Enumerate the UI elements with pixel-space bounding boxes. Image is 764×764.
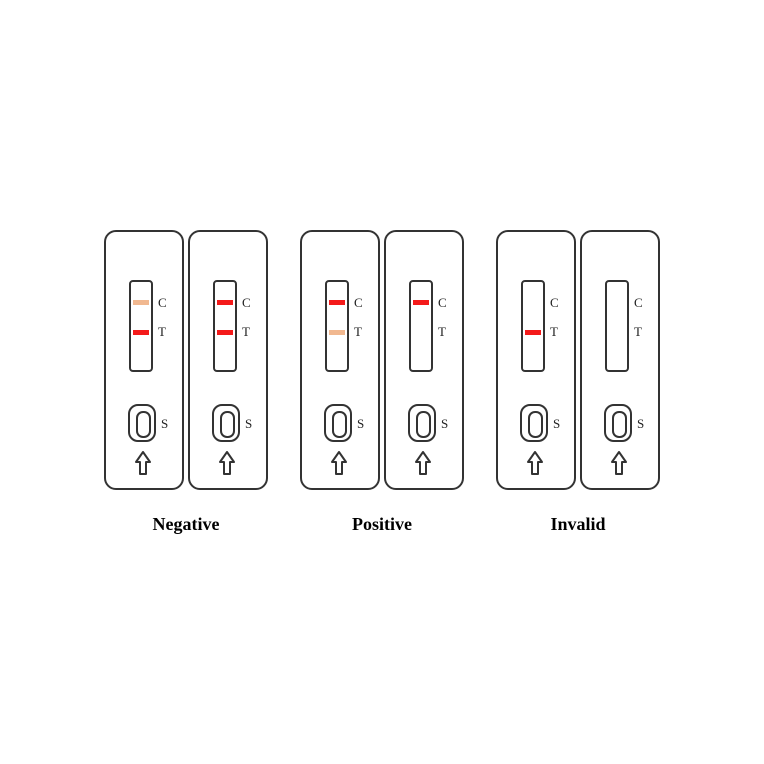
sample-well — [408, 404, 436, 442]
sample-well — [128, 404, 156, 442]
cassette-pair: CTSCTS — [496, 230, 660, 490]
result-window — [213, 280, 237, 372]
group-label: Invalid — [550, 514, 605, 535]
test-cassette: CT S — [580, 230, 660, 490]
marker-s: S — [161, 416, 168, 432]
test-line — [133, 330, 149, 335]
up-arrow-icon — [610, 450, 628, 476]
marker-c: C — [550, 295, 559, 311]
marker-s: S — [553, 416, 560, 432]
result-group: CTSCTSInvalid — [496, 230, 660, 535]
marker-c: C — [354, 295, 363, 311]
result-window — [521, 280, 545, 372]
control-line — [413, 300, 429, 305]
test-cassette: CT S — [384, 230, 464, 490]
marker-t: T — [438, 324, 446, 340]
test-cassette: CT S — [188, 230, 268, 490]
cassette-pair: CTSCTS — [104, 230, 268, 490]
up-arrow-icon — [330, 450, 348, 476]
marker-t: T — [550, 324, 558, 340]
result-window — [409, 280, 433, 372]
up-arrow-icon — [218, 450, 236, 476]
marker-t: T — [634, 324, 642, 340]
marker-t: T — [354, 324, 362, 340]
up-arrow-icon — [526, 450, 544, 476]
up-arrow-icon — [134, 450, 152, 476]
marker-c: C — [242, 295, 251, 311]
marker-c: C — [158, 295, 167, 311]
control-line — [217, 300, 233, 305]
marker-c: C — [438, 295, 447, 311]
control-line — [329, 300, 345, 305]
up-arrow-icon — [414, 450, 432, 476]
result-group: CTSCTSPositive — [300, 230, 464, 535]
control-line — [133, 300, 149, 305]
test-cassette: CT S — [300, 230, 380, 490]
group-label: Negative — [153, 514, 220, 535]
result-window — [325, 280, 349, 372]
result-window — [605, 280, 629, 372]
test-line — [525, 330, 541, 335]
groups-row: CTSCTSNegativeCTSCTSPositiveCTSCTSInvali… — [104, 230, 660, 535]
test-cassette: CT S — [104, 230, 184, 490]
test-line — [329, 330, 345, 335]
marker-s: S — [245, 416, 252, 432]
sample-well — [604, 404, 632, 442]
result-group: CTSCTSNegative — [104, 230, 268, 535]
marker-s: S — [637, 416, 644, 432]
marker-s: S — [441, 416, 448, 432]
test-line — [217, 330, 233, 335]
result-window — [129, 280, 153, 372]
group-label: Positive — [352, 514, 412, 535]
cassette-pair: CTSCTS — [300, 230, 464, 490]
marker-s: S — [357, 416, 364, 432]
diagram-container: CTSCTSNegativeCTSCTSPositiveCTSCTSInvali… — [104, 230, 660, 535]
sample-well — [212, 404, 240, 442]
sample-well — [324, 404, 352, 442]
sample-well — [520, 404, 548, 442]
marker-t: T — [158, 324, 166, 340]
marker-t: T — [242, 324, 250, 340]
test-cassette: CT S — [496, 230, 576, 490]
marker-c: C — [634, 295, 643, 311]
